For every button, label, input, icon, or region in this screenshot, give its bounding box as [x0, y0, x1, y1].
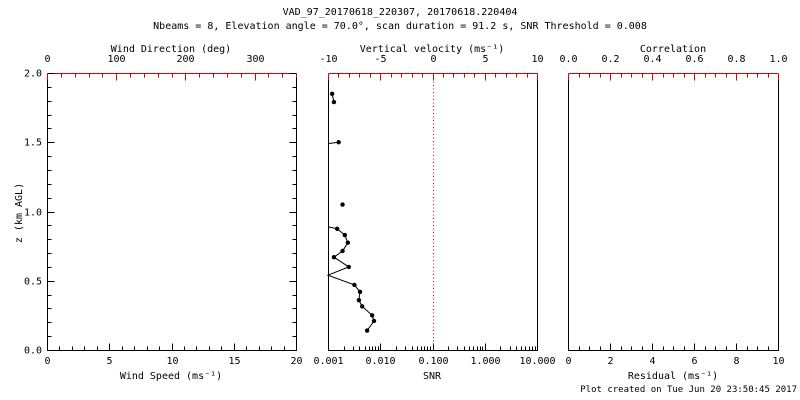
y-tick-label: 1.5: [24, 138, 42, 149]
y-tick-label: 0.5: [24, 277, 42, 288]
top-tick-label: 5: [482, 54, 488, 65]
x-tick-label: 20: [290, 356, 302, 367]
data-point: [364, 328, 370, 333]
y-tick-label: 1.0: [24, 208, 42, 219]
data-point: [331, 99, 337, 105]
x-tick-label: 0.010: [365, 356, 395, 367]
profile-line: [326, 226, 375, 331]
data-point: [329, 91, 335, 96]
x-tick-label: 6: [691, 356, 697, 367]
x-tick-label: 0: [44, 356, 50, 367]
panel-frame: [568, 73, 779, 351]
data-point: [345, 240, 351, 245]
x-tick-label: 2: [607, 356, 613, 367]
data-point: [335, 226, 340, 232]
top-tick-label: 0.4: [643, 54, 661, 65]
top-tick-label: 1.0: [769, 54, 787, 65]
data-point: [371, 318, 377, 324]
data-point: [336, 140, 341, 145]
plot-subtitle: Nbeams = 8, Elevation angle = 70.0°, sca…: [153, 21, 647, 32]
wind-direction-axis-title: Wind Direction (deg): [111, 44, 231, 55]
top-tick-label: 0: [430, 54, 436, 65]
top-tick-label: 10: [531, 54, 543, 65]
top-tick-label: 0.8: [727, 54, 745, 65]
y-tick-label: 0.0: [24, 346, 42, 357]
x-tick-label: 8: [733, 356, 739, 367]
data-point: [340, 202, 345, 207]
top-tick-label: -5: [374, 54, 386, 65]
top-tick-label: 0.2: [601, 54, 619, 65]
data-point: [356, 297, 362, 303]
top-tick-label: 0.0: [559, 54, 577, 65]
data-point: [352, 282, 357, 288]
data-point: [340, 248, 345, 254]
x-tick-label: 10: [166, 356, 178, 367]
vertical-velocity-axis-title: Vertical velocity (ms⁻¹): [360, 44, 505, 55]
top-tick-label: 300: [246, 54, 264, 65]
x-tick-label: 4: [649, 356, 655, 367]
data-point: [369, 313, 375, 318]
top-tick-label: -10: [319, 54, 337, 65]
y-tick-label: 2.0: [24, 69, 42, 80]
plot-created-note: Plot created on Tue Jun 20 23:50:45 2017: [580, 385, 797, 395]
wind-speed-axis-title: Wind Speed (ms⁻¹): [120, 371, 222, 382]
x-tick-label: 10: [772, 356, 784, 367]
x-tick-label: 0.100: [418, 356, 448, 367]
data-point: [357, 289, 363, 295]
x-tick-label: 5: [106, 356, 112, 367]
x-tick-label: 1.000: [470, 356, 500, 367]
plot-title: VAD_97_20170618_220307, 20170618.220404: [283, 7, 518, 18]
data-point: [331, 255, 337, 260]
top-tick-label: 0.6: [685, 54, 703, 65]
panel-frame: [47, 73, 297, 351]
x-tick-label: 0: [565, 356, 571, 367]
top-tick-label: 100: [107, 54, 125, 65]
correlation-axis-title: Correlation: [640, 44, 706, 55]
data-point: [359, 304, 365, 309]
top-tick-label: 200: [176, 54, 194, 65]
z-axis-title: z (km AGL): [14, 183, 25, 243]
x-tick-label: 10.000: [519, 356, 555, 367]
x-tick-label: 15: [228, 356, 240, 367]
residual-axis-title: Residual (ms⁻¹): [628, 371, 718, 382]
data-point: [342, 232, 348, 238]
x-tick-label: 0.001: [313, 356, 343, 367]
top-tick-label: 0: [44, 54, 50, 65]
snr-axis-title: SNR: [423, 371, 442, 382]
data-point: [346, 264, 351, 270]
